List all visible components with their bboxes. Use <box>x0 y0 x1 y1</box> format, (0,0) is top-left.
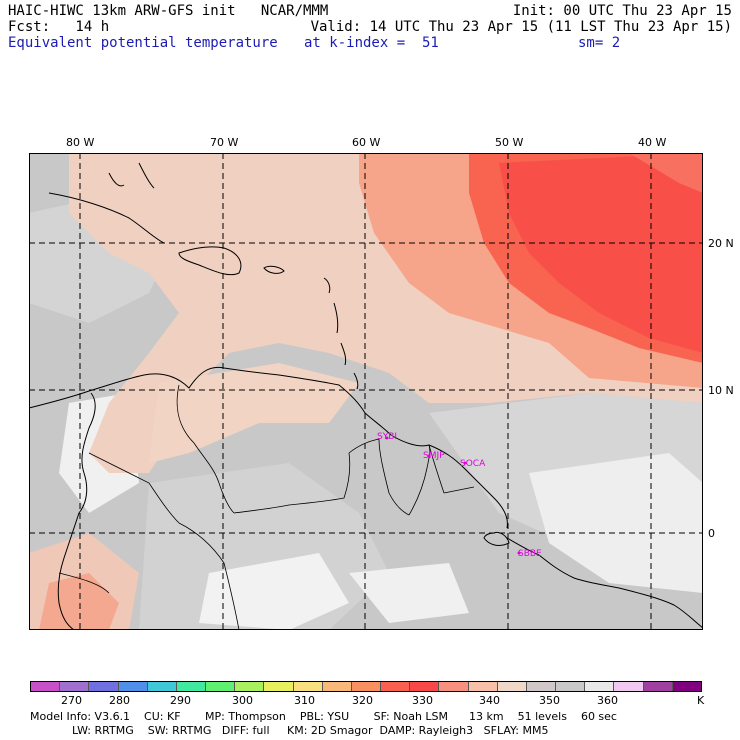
colorbar-swatch-10 <box>322 682 352 691</box>
colorbar-swatch-5 <box>176 682 207 691</box>
k-index: at k-index = 51 <box>304 35 439 51</box>
lon-label-70w: 70 W <box>210 136 239 149</box>
colorbar-swatch-15 <box>468 682 498 691</box>
lon-label-40w: 40 W <box>638 136 667 149</box>
model-title: HAIC-HIWC 13km ARW-GFS init NCAR/MMM <box>8 3 329 19</box>
station-smjp: SMJP <box>423 451 445 461</box>
cb-label-280: 280 <box>109 694 130 707</box>
lat-label-20n: 20 N <box>708 237 734 250</box>
colorbar-swatch-21 <box>643 682 673 691</box>
colorbar-swatch-13 <box>410 682 440 691</box>
colorbar-swatch-11 <box>351 682 382 691</box>
cb-label-270: 270 <box>61 694 82 707</box>
field-white-4 <box>349 563 469 623</box>
colorbar-swatch-1 <box>60 682 90 691</box>
field-red-orange-top <box>629 153 703 193</box>
station-sybi: SYBI <box>377 432 398 442</box>
cb-label-kelvin: K <box>697 694 705 707</box>
footer-model-info: Model Info: V3.6.1 CU: KF MP: Thompson P… <box>30 710 617 723</box>
lon-label-60w: 60 W <box>352 136 381 149</box>
station-soca: SOCA <box>460 459 486 469</box>
colorbar-swatch-9 <box>293 682 323 691</box>
lon-label-50w: 50 W <box>495 136 524 149</box>
cb-label-320: 320 <box>352 694 373 707</box>
colorbar <box>30 681 702 692</box>
colorbar-swatch-22 <box>672 682 701 691</box>
cb-label-360: 360 <box>597 694 618 707</box>
field-name: Equivalent potential temperature <box>8 35 278 51</box>
colorbar-swatch-20 <box>614 682 644 691</box>
field-tan-2 <box>149 363 359 463</box>
smoothing: sm= 2 <box>578 35 621 51</box>
field-white-1 <box>199 553 349 630</box>
valid-time: Valid: 14 UTC Thu 23 Apr 15 (11 LST Thu … <box>310 19 732 35</box>
borders <box>58 384 475 630</box>
colorbar-swatch-17 <box>526 682 557 691</box>
station-markers <box>385 436 521 555</box>
colorbar-swatch-2 <box>89 682 119 691</box>
colorbar-swatch-16 <box>497 682 527 691</box>
colorbar-swatch-18 <box>556 682 586 691</box>
colorbar-swatch-12 <box>381 682 411 691</box>
cb-label-340: 340 <box>479 694 500 707</box>
lat-label-0: 0 <box>708 527 715 540</box>
lon-label-80w: 80 W <box>66 136 95 149</box>
footer-physics-info: LW: RRTMG SW: RRTMG DIFF: full KM: 2D Sm… <box>30 724 549 737</box>
map-panel <box>29 153 703 630</box>
cb-label-290: 290 <box>170 694 191 707</box>
colorbar-swatch-7 <box>235 682 265 691</box>
colorbar-swatch-19 <box>585 682 615 691</box>
colorbar-swatch-6 <box>206 682 236 691</box>
cb-label-350: 350 <box>539 694 560 707</box>
colorbar-swatch-8 <box>264 682 294 691</box>
graticule <box>29 153 703 630</box>
colorbar-swatch-4 <box>147 682 177 691</box>
colorbar-swatch-3 <box>118 682 148 691</box>
field-salmon-2 <box>39 573 119 630</box>
cb-label-310: 310 <box>294 694 315 707</box>
colorbar-swatch-14 <box>439 682 469 691</box>
init-time: Init: 00 UTC Thu 23 Apr 15 <box>512 3 732 19</box>
cb-label-300: 300 <box>232 694 253 707</box>
lat-label-10n: 10 N <box>708 384 734 397</box>
colorbar-swatch-0 <box>31 682 61 691</box>
coastlines <box>29 162 703 630</box>
forecast-hour: Fcst: 14 h <box>8 19 110 35</box>
station-sbbe: SBBE <box>518 549 542 559</box>
cb-label-330: 330 <box>412 694 433 707</box>
field-red <box>499 153 703 353</box>
field-white-3 <box>529 453 703 593</box>
